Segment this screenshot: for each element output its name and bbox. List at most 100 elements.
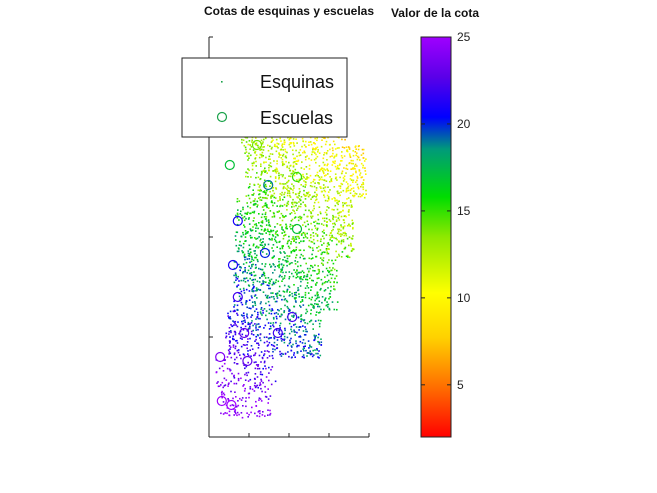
esquina-point bbox=[235, 340, 237, 342]
esquina-point bbox=[313, 334, 316, 337]
esquina-point bbox=[265, 161, 267, 163]
esquina-point bbox=[254, 340, 256, 342]
esquina-point bbox=[268, 282, 271, 285]
esquina-point bbox=[297, 181, 300, 183]
escuela-point bbox=[242, 355, 253, 367]
esquina-point bbox=[263, 341, 266, 344]
esquina-point bbox=[304, 236, 307, 238]
esquina-point bbox=[324, 143, 327, 146]
esquina-point bbox=[304, 296, 307, 299]
esquina-point bbox=[228, 317, 231, 320]
esquina-point bbox=[299, 154, 302, 156]
esquina-point bbox=[261, 222, 264, 224]
esquina-point bbox=[323, 172, 325, 175]
esquina-point bbox=[328, 144, 331, 146]
esquina-point bbox=[310, 143, 313, 146]
esquina-point bbox=[308, 209, 310, 212]
esquina-point bbox=[274, 380, 277, 383]
esquina-point bbox=[249, 144, 251, 146]
esquina-point bbox=[251, 139, 253, 142]
esquina-point bbox=[315, 352, 317, 355]
esquina-point bbox=[276, 297, 279, 299]
esquina-point bbox=[255, 287, 258, 289]
esquina-point bbox=[356, 165, 358, 167]
esquina-point bbox=[280, 194, 283, 196]
esquina-point bbox=[318, 206, 321, 208]
esquina-point bbox=[338, 214, 340, 217]
esquina-point bbox=[343, 225, 346, 227]
esquina-point bbox=[289, 223, 292, 226]
esquina-point bbox=[335, 168, 338, 170]
esquina-point bbox=[293, 205, 295, 208]
esquina-point bbox=[317, 250, 320, 252]
esquina-point bbox=[303, 349, 305, 352]
esquina-point bbox=[279, 154, 282, 156]
esquina-point bbox=[237, 209, 239, 211]
esquina-point bbox=[245, 372, 248, 374]
esquina-point bbox=[258, 344, 260, 346]
esquina-point bbox=[242, 217, 244, 219]
esquina-point bbox=[303, 168, 305, 170]
esquina-point bbox=[288, 239, 290, 242]
esquina-point bbox=[244, 367, 246, 370]
esquina-point bbox=[282, 186, 285, 189]
esquina-point bbox=[308, 228, 310, 231]
esquina-point bbox=[236, 342, 239, 344]
esquina-point bbox=[308, 245, 310, 248]
esquina-point bbox=[280, 173, 282, 176]
esquina-point bbox=[343, 221, 346, 224]
esquina-point bbox=[268, 296, 271, 299]
esquina-point bbox=[218, 385, 221, 387]
esquina-point bbox=[240, 377, 242, 380]
esquina-point bbox=[255, 154, 258, 156]
esquina-point bbox=[283, 295, 285, 298]
escuela-point bbox=[226, 399, 237, 411]
esquina-point bbox=[314, 191, 316, 194]
esquina-point bbox=[317, 245, 320, 248]
esquina-point bbox=[329, 148, 331, 151]
esquina-point bbox=[279, 324, 281, 327]
esquina-point bbox=[328, 271, 330, 274]
esquina-point bbox=[267, 409, 269, 411]
esquina-point bbox=[293, 157, 295, 160]
esquina-point bbox=[328, 234, 331, 237]
esquina-point bbox=[307, 287, 310, 289]
esquina-point bbox=[275, 300, 278, 303]
esquina-point bbox=[334, 204, 337, 207]
esquina-point bbox=[295, 326, 298, 328]
esquina-point bbox=[248, 392, 251, 395]
esquina-point bbox=[241, 250, 243, 252]
esquina-point bbox=[313, 354, 315, 356]
esquina-point bbox=[338, 167, 340, 170]
esquina-point bbox=[348, 204, 350, 207]
esquina-point bbox=[337, 230, 340, 233]
esquina-point bbox=[263, 360, 266, 363]
esquina-point bbox=[293, 284, 295, 286]
esquina-point bbox=[258, 410, 260, 412]
esquina-point bbox=[319, 178, 322, 180]
esquina-point bbox=[269, 162, 272, 164]
esquina-point bbox=[260, 308, 262, 311]
esquina-point bbox=[338, 253, 340, 256]
esquina-point bbox=[239, 354, 241, 356]
esquina-point bbox=[330, 232, 332, 234]
esquina-point bbox=[329, 237, 332, 239]
esquina-point bbox=[245, 217, 247, 220]
esquina-point bbox=[262, 312, 264, 314]
esquina-point bbox=[313, 195, 316, 197]
esquina-point bbox=[277, 200, 279, 202]
esquina-point bbox=[257, 176, 260, 179]
esquina-point bbox=[254, 412, 256, 415]
esquina-point bbox=[251, 229, 254, 232]
esquina-point bbox=[260, 216, 263, 219]
esquina-point bbox=[293, 217, 296, 219]
esquina-point bbox=[298, 249, 301, 252]
esquina-point bbox=[238, 299, 241, 302]
esquina-point bbox=[342, 240, 345, 243]
esquina-point bbox=[359, 193, 361, 195]
esquina-point bbox=[263, 216, 266, 218]
esquina-point bbox=[362, 152, 365, 155]
esquina-point bbox=[305, 140, 307, 143]
esquina-point bbox=[234, 322, 236, 325]
esquina-point bbox=[323, 152, 326, 154]
